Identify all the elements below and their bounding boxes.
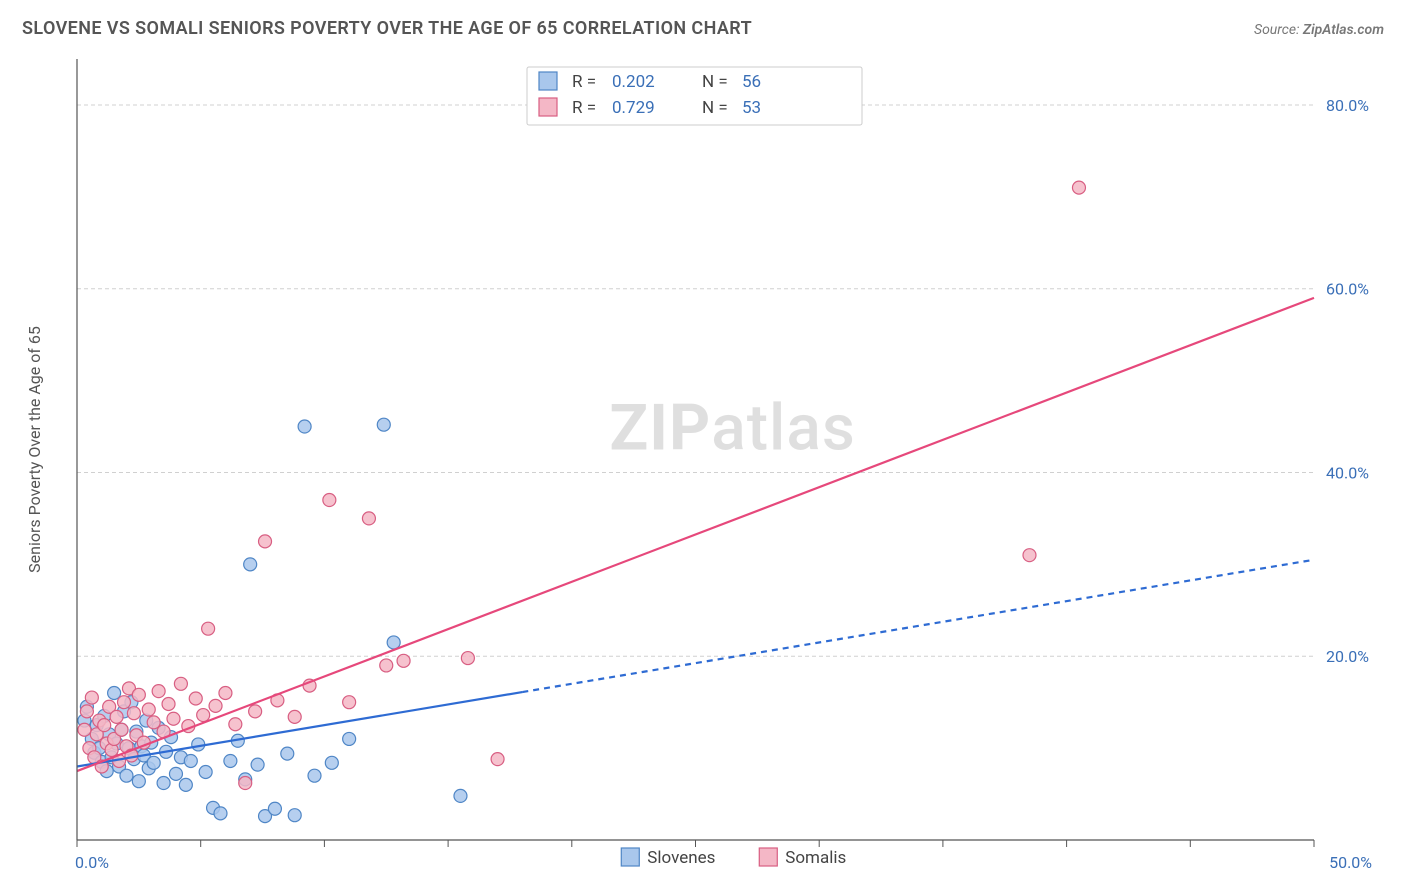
data-point xyxy=(454,789,467,802)
data-point xyxy=(397,654,410,667)
data-point xyxy=(219,686,232,699)
chart-title: SLOVENE VS SOMALI SENIORS POVERTY OVER T… xyxy=(22,18,752,39)
data-point xyxy=(184,754,197,767)
data-point xyxy=(387,636,400,649)
data-point xyxy=(118,696,131,709)
y-tick-label: 60.0% xyxy=(1326,280,1369,299)
y-tick-label: 40.0% xyxy=(1326,463,1369,482)
data-point xyxy=(239,777,252,790)
data-point xyxy=(197,709,210,722)
data-point xyxy=(343,732,356,745)
regression-line xyxy=(77,298,1314,771)
legend-swatch xyxy=(539,72,557,90)
data-point xyxy=(491,753,504,766)
data-point xyxy=(167,712,180,725)
data-point xyxy=(288,710,301,723)
data-point xyxy=(308,769,321,782)
data-point xyxy=(162,698,175,711)
data-point xyxy=(380,659,393,672)
data-point xyxy=(259,535,272,548)
data-point xyxy=(98,719,111,732)
data-point xyxy=(110,710,123,723)
data-point xyxy=(115,723,128,736)
data-point xyxy=(229,718,242,731)
legend-n-label: N = xyxy=(702,98,728,118)
data-point xyxy=(120,769,133,782)
legend-n-label: N = xyxy=(702,72,728,92)
legend-r-value: 0.202 xyxy=(612,72,655,92)
data-point xyxy=(251,758,264,771)
data-point xyxy=(132,688,145,701)
data-point xyxy=(325,756,338,769)
data-point xyxy=(1023,549,1036,562)
data-point xyxy=(157,777,170,790)
data-point xyxy=(199,766,212,779)
series-label: Somalis xyxy=(785,848,846,868)
data-point xyxy=(169,767,182,780)
data-point xyxy=(80,705,93,718)
legend-r-label: R = xyxy=(572,98,596,118)
data-point xyxy=(214,807,227,820)
data-point xyxy=(78,723,91,736)
data-point xyxy=(224,754,237,767)
y-tick-label: 20.0% xyxy=(1326,647,1369,666)
data-point xyxy=(281,747,294,760)
data-point xyxy=(142,703,155,716)
data-point xyxy=(132,775,145,788)
chart-area: 20.0% 40.0% 60.0% 80.0% ZIPatlas 0.0% 50.0% Sen… xyxy=(22,55,1384,880)
data-point xyxy=(249,705,262,718)
data-point xyxy=(298,420,311,433)
data-point xyxy=(288,809,301,822)
series-label: Slovenes xyxy=(647,848,715,868)
data-point xyxy=(174,677,187,690)
legend-swatch xyxy=(539,98,557,116)
source-prefix: Source: xyxy=(1254,22,1303,38)
data-point xyxy=(152,685,165,698)
data-point xyxy=(1072,181,1085,194)
regression-line-extrapolated xyxy=(522,560,1314,692)
y-tick-label: 80.0% xyxy=(1326,96,1369,115)
legend-n-value: 53 xyxy=(742,98,761,118)
legend-r-value: 0.729 xyxy=(612,98,655,118)
data-point xyxy=(362,512,375,525)
y-axis-label: Seniors Poverty Over the Age of 65 xyxy=(25,326,44,573)
source-site: ZipAtlas.com xyxy=(1303,22,1384,38)
data-point xyxy=(461,652,474,665)
data-point xyxy=(85,691,98,704)
correlation-chart: 20.0% 40.0% 60.0% 80.0% ZIPatlas 0.0% 50.0% Sen… xyxy=(22,55,1384,880)
legend-r-label: R = xyxy=(572,72,596,92)
series-swatch xyxy=(759,848,777,866)
x-min-label: 0.0% xyxy=(75,853,109,872)
data-point xyxy=(127,707,140,720)
header: SLOVENE VS SOMALI SENIORS POVERTY OVER T… xyxy=(0,0,1406,49)
watermark: ZIPatlas xyxy=(609,391,855,466)
data-point xyxy=(268,802,281,815)
data-point xyxy=(377,418,390,431)
data-point xyxy=(323,494,336,507)
data-point xyxy=(209,699,222,712)
series-swatch xyxy=(621,848,639,866)
x-max-label: 50.0% xyxy=(1329,853,1372,872)
data-point xyxy=(189,692,202,705)
regression-line xyxy=(77,692,522,766)
data-point xyxy=(147,756,160,769)
data-point xyxy=(202,622,215,635)
data-point xyxy=(244,558,257,571)
source-attribution: Source: ZipAtlas.com xyxy=(1254,22,1384,38)
data-point xyxy=(179,778,192,791)
legend-n-value: 56 xyxy=(742,72,761,92)
data-point xyxy=(343,696,356,709)
